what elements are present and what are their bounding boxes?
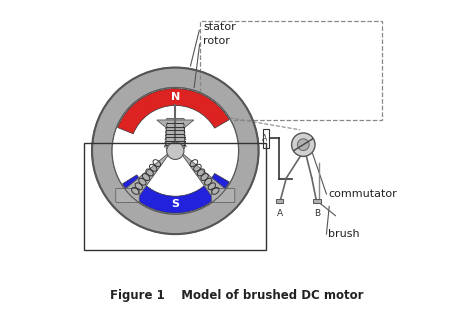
Polygon shape [157,120,194,128]
FancyBboxPatch shape [166,118,184,149]
Circle shape [292,133,315,156]
Wedge shape [118,89,229,134]
Text: Figure 1    Model of brushed DC motor: Figure 1 Model of brushed DC motor [110,289,364,302]
Text: rotor: rotor [203,36,230,46]
Text: A: A [262,134,267,143]
Bar [84,143,266,250]
Text: stator: stator [203,23,236,32]
Polygon shape [123,154,169,197]
Polygon shape [182,154,228,197]
Text: brush: brush [328,229,360,239]
Bar [200,21,382,120]
FancyBboxPatch shape [211,188,235,203]
Text: N: N [171,92,180,102]
Circle shape [167,142,184,160]
Text: S: S [171,199,179,209]
Bar [276,199,283,203]
Circle shape [112,88,238,214]
Wedge shape [122,174,229,213]
Text: commutator: commutator [328,189,397,199]
Bar [263,129,269,148]
Text: A: A [276,209,283,218]
Bar [313,199,321,203]
Circle shape [298,139,309,150]
Text: B: B [314,209,320,218]
FancyBboxPatch shape [116,188,139,203]
